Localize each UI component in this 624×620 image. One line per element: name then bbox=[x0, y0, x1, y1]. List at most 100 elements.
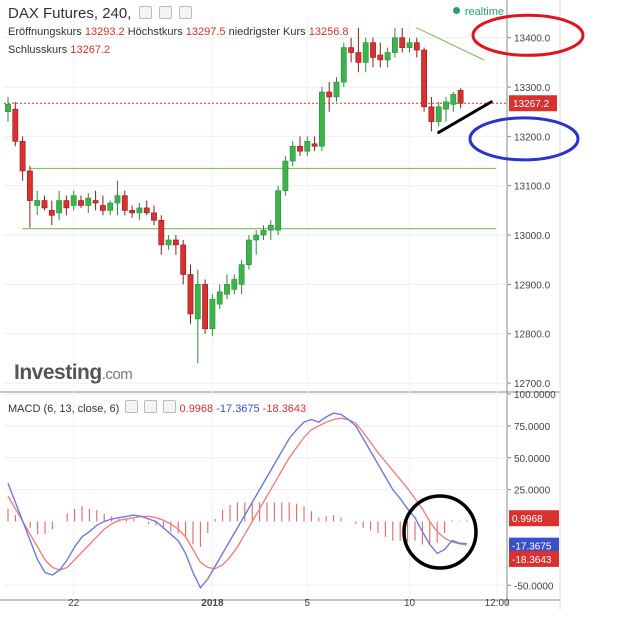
candle-down bbox=[355, 52, 362, 63]
candle-up bbox=[289, 145, 296, 162]
macd-line bbox=[7, 412, 467, 590]
annotation-blue-ellipse bbox=[468, 116, 580, 162]
candle-down bbox=[326, 91, 333, 98]
candle-down bbox=[187, 274, 194, 315]
candle-down bbox=[78, 200, 84, 206]
macd-value-tag-label: -18.3643 bbox=[512, 555, 552, 566]
candle-up bbox=[260, 229, 267, 236]
macd-header: MACD (6, 13, close, 6) 0.9968 -17.3675 -… bbox=[8, 400, 306, 415]
candle-up bbox=[165, 239, 172, 246]
drawn-trendline-green bbox=[416, 27, 485, 61]
candle-up bbox=[384, 52, 391, 61]
macd-duplicate-icon[interactable] bbox=[144, 400, 158, 413]
price-tick-label: 12900.0 bbox=[514, 280, 551, 291]
candle-up bbox=[85, 197, 92, 206]
chart-title: DAX Futures, 240, bbox=[8, 5, 192, 22]
candle-up bbox=[231, 279, 238, 290]
candle-up bbox=[340, 47, 347, 83]
candle-down bbox=[63, 200, 70, 209]
candle-up bbox=[443, 101, 449, 110]
candle-down bbox=[348, 47, 354, 53]
close-label: Schlusskurs bbox=[8, 44, 68, 56]
low-label: niedrigster Kurs bbox=[228, 26, 306, 38]
candle-up bbox=[282, 160, 289, 191]
candle-down bbox=[311, 143, 318, 147]
candle-down bbox=[413, 42, 420, 51]
macd-tick-label: -50.0000 bbox=[514, 581, 554, 592]
annotation-red-ellipse bbox=[471, 13, 585, 57]
candle-up bbox=[267, 224, 274, 231]
candle-down bbox=[297, 145, 303, 152]
candle-down bbox=[48, 210, 55, 216]
open-value: 13293.2 bbox=[84, 26, 125, 38]
candle-up bbox=[435, 106, 442, 122]
macd-label[interactable]: MACD (6, 13, close, 6) bbox=[8, 403, 120, 415]
ohlc-line-1: Eröffnungskurs 13293.2 Höchstkurs 13297.… bbox=[8, 26, 348, 38]
candle-up bbox=[5, 104, 11, 113]
live-dot-icon bbox=[452, 7, 460, 14]
price-tick-label: 12700.0 bbox=[514, 379, 551, 390]
candle-up bbox=[34, 200, 41, 206]
candle-up bbox=[304, 141, 311, 152]
candle-up bbox=[318, 91, 325, 147]
candle-up bbox=[275, 190, 281, 231]
investing-logo: Investing.com bbox=[14, 361, 133, 385]
duplicate-icon[interactable] bbox=[158, 6, 172, 19]
macd-close-icon[interactable] bbox=[163, 400, 177, 413]
candle-up bbox=[56, 200, 62, 214]
candle-up bbox=[362, 42, 369, 63]
time-tick-label: 2018 bbox=[201, 598, 224, 609]
drawn-trendline-black bbox=[437, 100, 493, 134]
ohlc-line-2: Schlusskurs 13267.2 bbox=[8, 44, 110, 56]
symbol-title[interactable]: DAX Futures, 240, bbox=[8, 5, 132, 22]
candle-down bbox=[151, 212, 157, 221]
high-label: Höchstkurs bbox=[127, 26, 183, 38]
macd-value-tag-label: -17.3675 bbox=[512, 542, 552, 553]
candle-down bbox=[19, 141, 26, 172]
candle-up bbox=[406, 42, 413, 48]
macd-tick-label: 50.0000 bbox=[514, 454, 551, 465]
candle-down bbox=[26, 170, 33, 201]
candle-down bbox=[100, 205, 106, 211]
candle-up bbox=[224, 284, 230, 295]
settings-icon[interactable] bbox=[138, 6, 152, 19]
macd-tick-label: 100.0000 bbox=[514, 390, 556, 401]
open-label: Eröffnungskurs bbox=[8, 26, 82, 38]
candle-down bbox=[12, 108, 19, 142]
macd-value-tag-label: 0.9968 bbox=[512, 514, 543, 525]
candle-down bbox=[180, 244, 187, 275]
candle-up bbox=[70, 195, 77, 206]
candle-up bbox=[246, 239, 252, 265]
candle-up bbox=[114, 195, 121, 204]
candle-down bbox=[129, 210, 135, 214]
realtime-indicator: realtime bbox=[452, 6, 504, 18]
candle-down bbox=[92, 200, 99, 204]
macd-value-tag bbox=[509, 510, 559, 527]
macd-value-3: -18.3643 bbox=[262, 403, 307, 415]
candle-up bbox=[333, 81, 340, 98]
time-tick-label: 10 bbox=[404, 598, 416, 609]
candle-down bbox=[377, 54, 384, 61]
time-tick-label: 5 bbox=[305, 598, 311, 609]
annotation-black-circle bbox=[402, 494, 478, 570]
candle-down bbox=[143, 207, 150, 214]
candle-up bbox=[209, 298, 216, 330]
candle-down bbox=[173, 239, 179, 246]
macd-value-tag bbox=[509, 550, 559, 567]
signal-line bbox=[7, 417, 467, 571]
last-price-tag bbox=[509, 95, 557, 112]
close-icon[interactable] bbox=[178, 6, 192, 19]
macd-settings-icon[interactable] bbox=[125, 400, 139, 413]
candle-up bbox=[216, 291, 223, 305]
price-tick-label: 13400.0 bbox=[514, 34, 551, 45]
candle-up bbox=[253, 234, 260, 241]
price-tick-label: 13100.0 bbox=[514, 182, 551, 193]
candle-down bbox=[457, 90, 464, 104]
candle-down bbox=[428, 106, 435, 122]
price-tick-label: 13300.0 bbox=[514, 83, 551, 94]
price-tick-label: 13200.0 bbox=[514, 132, 551, 143]
macd-value-1: 0.9968 bbox=[179, 403, 214, 415]
candle-down bbox=[399, 37, 406, 48]
candle-down bbox=[41, 200, 48, 209]
